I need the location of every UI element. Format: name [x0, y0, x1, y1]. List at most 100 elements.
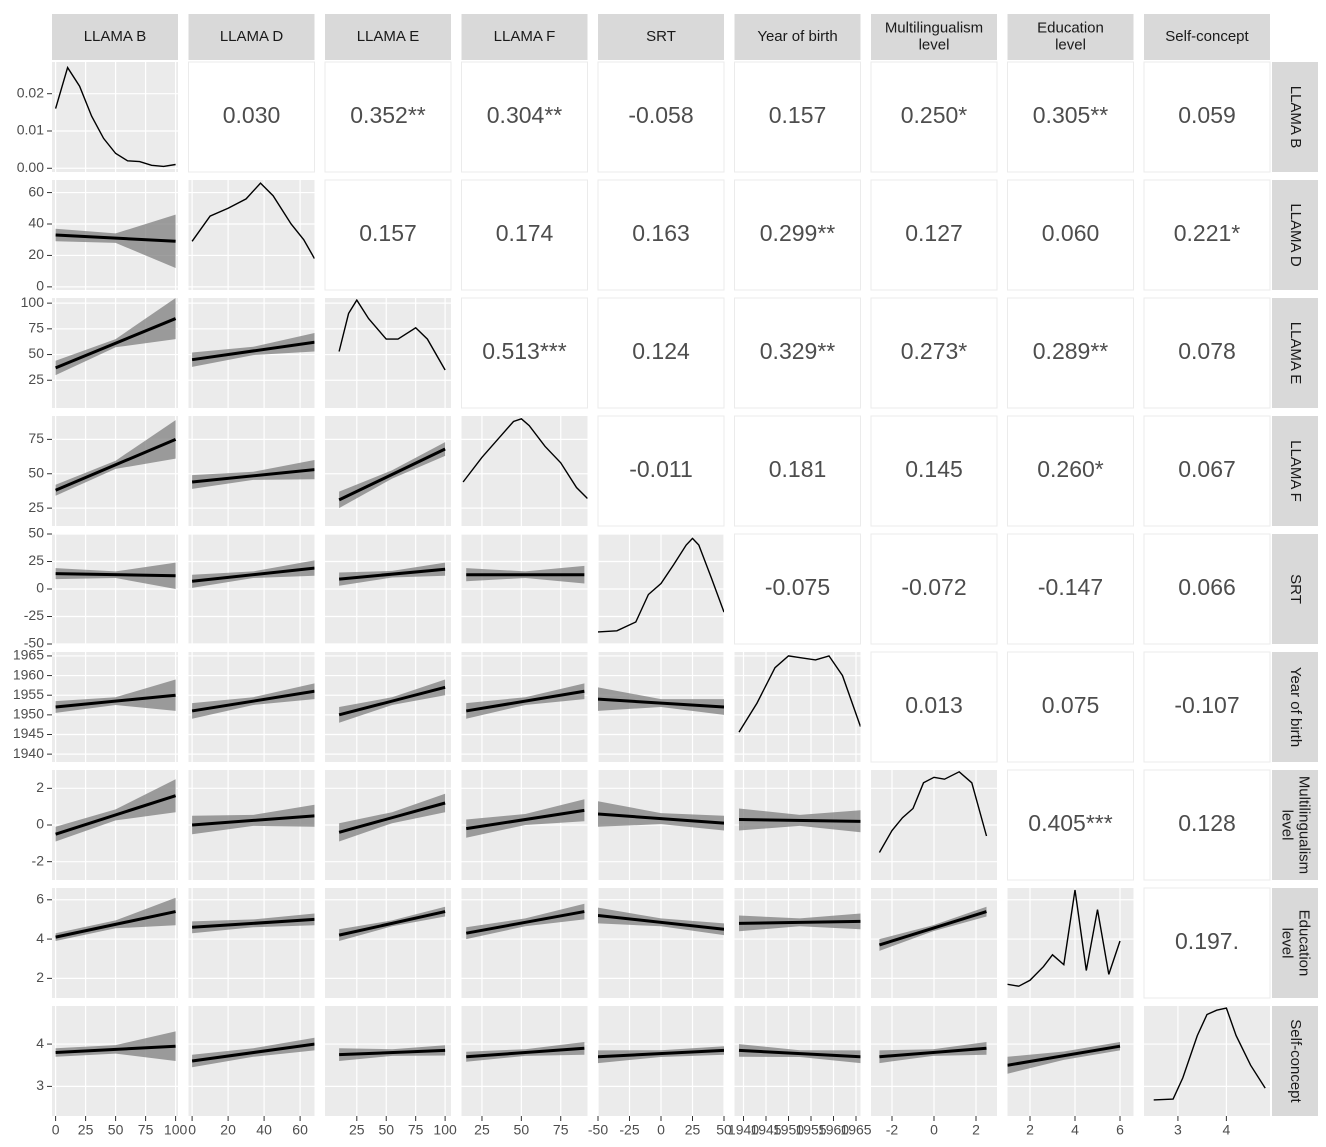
correlation-cell: [1007, 61, 1134, 173]
correlation-cell: [1007, 179, 1134, 291]
correlation-label: 0.181: [769, 456, 827, 482]
x-tick-label: 1955: [795, 1122, 826, 1138]
y-tick-label: 0.01: [17, 122, 44, 138]
x-tick-label: 4: [1071, 1122, 1079, 1138]
row-strip: [1272, 416, 1318, 526]
correlation-cell: [597, 61, 725, 173]
panel: [188, 298, 315, 408]
correlation-label: 0.221*: [1174, 220, 1241, 246]
panel: [461, 416, 588, 526]
correlation-cell: [1007, 297, 1134, 409]
panel: [734, 1006, 861, 1116]
correlation-cell: [1143, 533, 1271, 645]
correlation-cell: [734, 533, 861, 645]
y-tick-label: 2: [36, 779, 44, 795]
row-header: LLAMA B: [1287, 86, 1304, 149]
fit-line: [55, 1044, 176, 1055]
panel: [52, 62, 178, 172]
row-header: Self-concept: [1287, 1019, 1304, 1103]
correlation-cell: [1007, 769, 1134, 881]
column-header: level: [919, 36, 950, 53]
panel: [52, 770, 178, 880]
x-tick-label: 100: [164, 1122, 188, 1138]
panel: [461, 888, 588, 998]
y-tick-label: 25: [28, 552, 44, 568]
x-tick-label: 1965: [840, 1122, 871, 1138]
fit-line: [465, 689, 585, 713]
panel-background: [188, 180, 315, 290]
correlation-cell: [1143, 415, 1271, 527]
x-tick-label: -25: [619, 1122, 639, 1138]
row-strip: [1272, 770, 1318, 880]
correlation-label: 0.329**: [760, 338, 836, 364]
correlation-cell: [1143, 61, 1271, 173]
fit-line: [192, 917, 315, 929]
correlation-cell: [734, 415, 861, 527]
y-tick-label: 50: [28, 464, 44, 480]
x-tick-label: 75: [408, 1122, 424, 1138]
column-strip: [188, 14, 315, 60]
correlation-label: 0.067: [1178, 456, 1236, 482]
panel: [461, 770, 588, 880]
x-tick-label: 0: [188, 1122, 196, 1138]
panel: [325, 888, 451, 998]
fit-line: [598, 914, 724, 931]
y-tick-label: 4: [36, 930, 44, 946]
x-tick-label: 6: [1116, 1122, 1124, 1138]
row-strip: [1272, 534, 1318, 644]
row-strip: [1272, 62, 1318, 172]
panel: [461, 1006, 588, 1116]
x-tick-label: 25: [685, 1122, 701, 1138]
panel: [52, 652, 178, 762]
fit-line: [1007, 1044, 1121, 1067]
density-curve: [738, 655, 861, 733]
x-tick-label: 50: [514, 1122, 530, 1138]
panel: [598, 770, 724, 880]
panel: [1144, 1006, 1270, 1116]
correlation-cell: [1007, 415, 1134, 527]
correlation-label: 0.124: [632, 338, 690, 364]
panel: [325, 652, 451, 762]
panel: [325, 1006, 451, 1116]
correlation-cell: [188, 61, 315, 173]
y-tick-label: 75: [28, 430, 44, 446]
panel: [188, 534, 315, 644]
correlation-label: 0.075: [1042, 692, 1100, 718]
panel: [461, 652, 588, 762]
y-tick-label: 0: [36, 580, 44, 596]
fit-line: [55, 572, 176, 578]
density-curve: [338, 298, 446, 371]
correlation-label: 0.197.: [1175, 928, 1239, 954]
correlation-cell: [734, 297, 861, 409]
density-curve: [462, 418, 588, 499]
correlation-label: 0.513***: [482, 338, 566, 364]
y-tick-label: 1960: [13, 666, 44, 682]
x-tick-label: 4: [1222, 1122, 1230, 1138]
confidence-band: [598, 801, 724, 831]
correlation-cell: [597, 179, 725, 291]
confidence-band: [55, 1031, 176, 1061]
x-tick-label: 2: [972, 1122, 980, 1138]
y-tick-label: 1950: [13, 706, 44, 722]
panel: [52, 416, 178, 526]
x-tick-label: 25: [349, 1122, 365, 1138]
row-header: LLAMA F: [1287, 440, 1304, 502]
x-tick-label: 100: [433, 1122, 457, 1138]
row-header: Multilingualism: [1296, 776, 1313, 874]
y-tick-label: 50: [28, 525, 44, 541]
fit-line: [598, 1048, 724, 1059]
column-header: Year of birth: [757, 28, 837, 45]
fit-line: [55, 693, 176, 709]
panel-background: [734, 652, 861, 762]
y-tick-label: 75: [28, 320, 44, 336]
panel: [734, 770, 861, 880]
density-curve: [598, 537, 724, 633]
y-tick-label: -25: [24, 607, 44, 623]
panel: [188, 888, 315, 998]
panel: [734, 652, 861, 762]
x-tick-label: 1950: [773, 1122, 804, 1138]
correlation-label: 0.060: [1042, 220, 1100, 246]
x-tick-label: 25: [78, 1122, 94, 1138]
correlation-label: -0.072: [901, 574, 966, 600]
column-strip: [734, 14, 861, 60]
